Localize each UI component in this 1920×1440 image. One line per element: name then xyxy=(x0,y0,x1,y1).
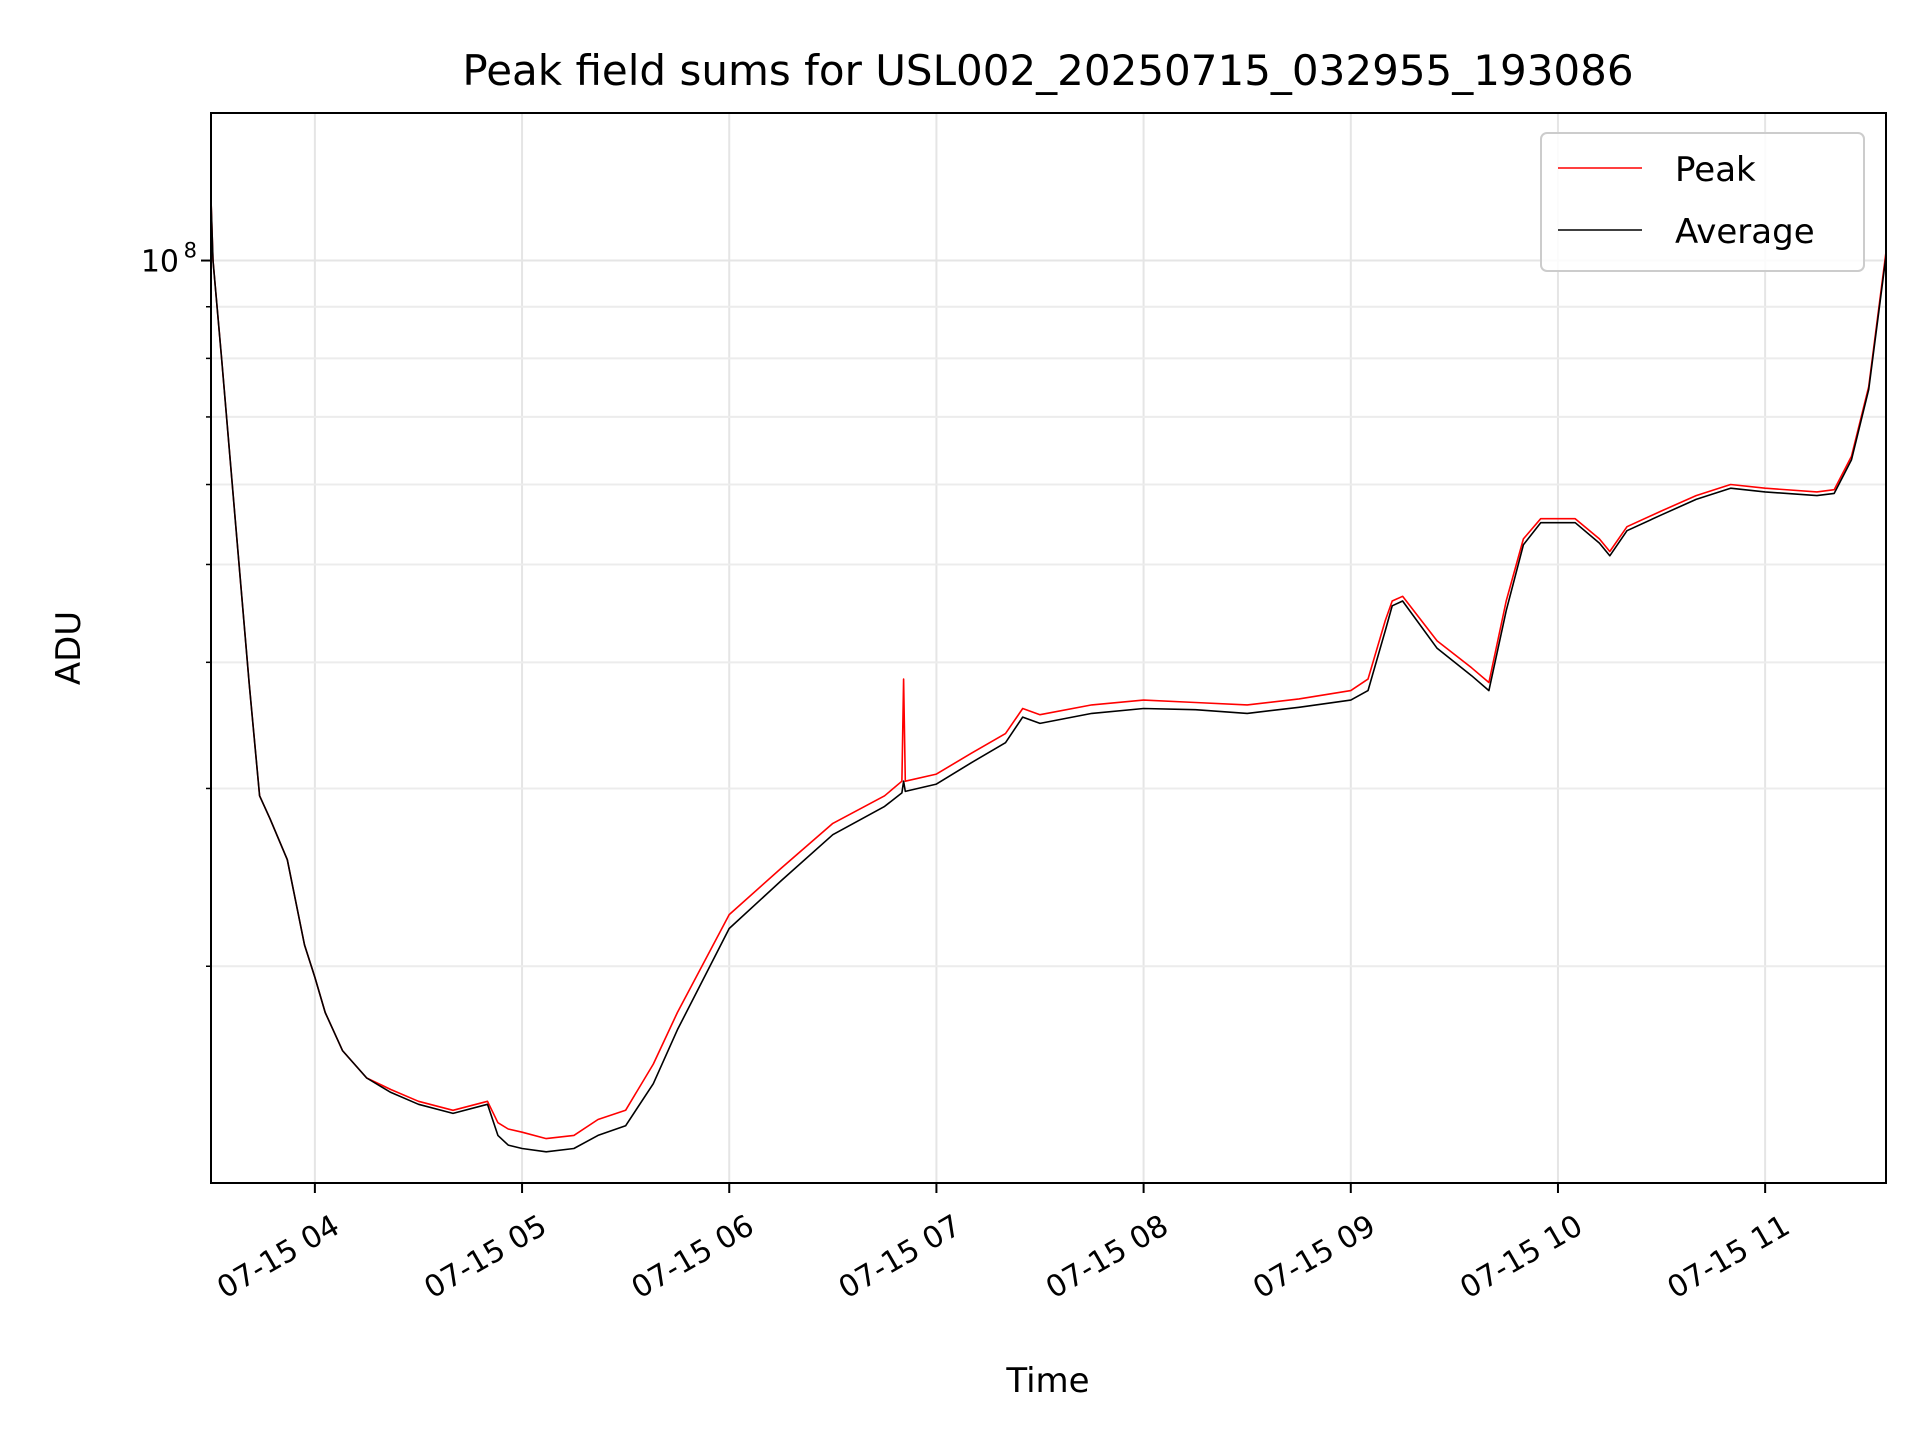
legend: Peak Average xyxy=(1540,132,1865,272)
legend-label-peak: Peak xyxy=(1675,150,1756,190)
legend-label-average: Average xyxy=(1675,212,1815,252)
y-tick-exponent: 8 xyxy=(184,239,197,263)
series-line-average xyxy=(211,199,1886,1153)
chart-title: Peak field sums for USL002_20250715_0329… xyxy=(462,46,1633,95)
grid xyxy=(211,113,1886,1183)
x-axis-label: Time xyxy=(1005,1361,1089,1401)
y-tick-label: 10 xyxy=(141,245,179,280)
y-axis-label: ADU xyxy=(49,611,89,685)
plot-frame xyxy=(210,112,1887,1184)
plot-area xyxy=(211,199,1886,1153)
